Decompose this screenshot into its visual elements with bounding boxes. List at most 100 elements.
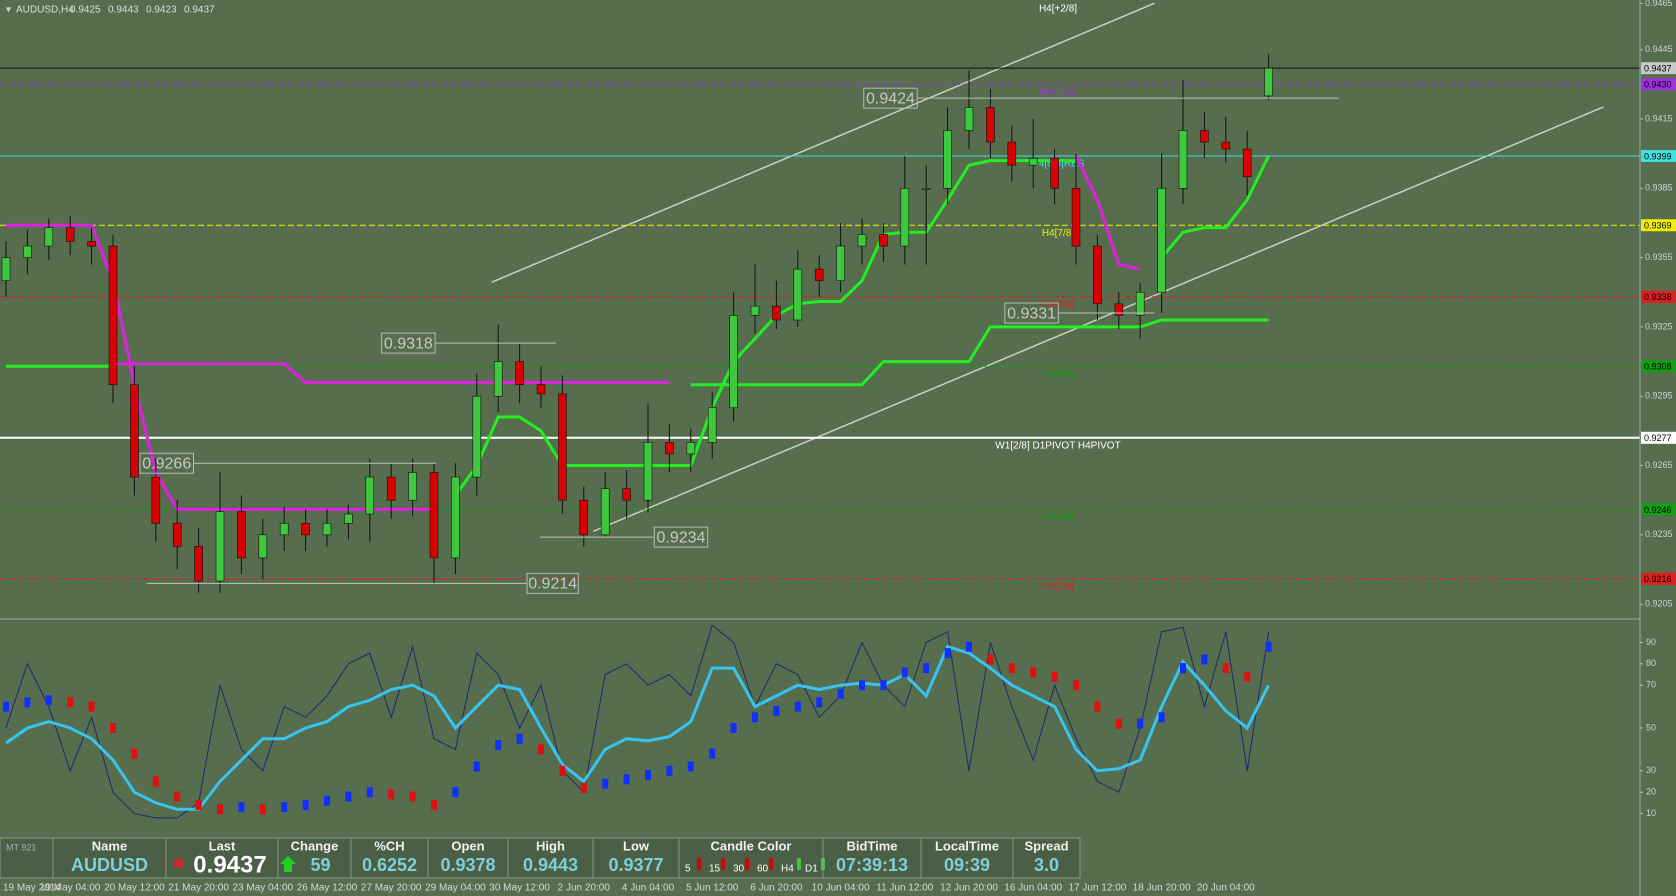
annotation-box bbox=[139, 452, 194, 474]
candle-body bbox=[1264, 67, 1273, 97]
osc-tick-label: 10 bbox=[1646, 808, 1656, 818]
candle-body bbox=[1242, 148, 1252, 178]
candle-tf: 5 bbox=[685, 864, 691, 875]
candle-body bbox=[1093, 245, 1102, 305]
osc-dot bbox=[473, 761, 480, 772]
table-value: 59 bbox=[310, 855, 330, 875]
osc-dot bbox=[730, 723, 737, 733]
osc-dot bbox=[538, 744, 544, 755]
osc-dot bbox=[110, 723, 116, 733]
price-box-label: 0.9437 bbox=[1644, 64, 1672, 74]
menu-icon[interactable]: ▼ bbox=[4, 4, 13, 14]
candle-body bbox=[365, 476, 375, 515]
candle-body bbox=[429, 472, 439, 559]
osc-dot bbox=[1115, 718, 1122, 729]
candle-body bbox=[1071, 187, 1081, 247]
price-box bbox=[1641, 572, 1676, 585]
osc-dot bbox=[3, 701, 9, 712]
annotation-box bbox=[863, 87, 918, 109]
candle-body bbox=[151, 476, 161, 524]
x-tick-label: 2 Jun 20:00 bbox=[558, 883, 611, 894]
annotation-label: 0.9266 bbox=[142, 455, 191, 472]
candle-body bbox=[622, 488, 631, 501]
annotation-box bbox=[526, 572, 579, 594]
channel-line bbox=[491, 2, 1155, 283]
header-price: 0.9443 bbox=[108, 5, 139, 16]
up-arrow bbox=[280, 856, 296, 872]
table-header: Open bbox=[451, 838, 484, 853]
osc-tick-label: 30 bbox=[1646, 765, 1656, 775]
x-tick-label: 10 Jun 04:00 bbox=[812, 883, 870, 894]
x-tick-label: 19 May 2014 bbox=[3, 883, 61, 894]
candle-body bbox=[44, 227, 54, 247]
price-box bbox=[1641, 290, 1676, 303]
candle-body bbox=[879, 234, 888, 247]
table-value: 07:39:13 bbox=[836, 855, 908, 875]
osc-dot bbox=[302, 800, 309, 811]
candle-body bbox=[1178, 130, 1188, 189]
tf-icon bbox=[697, 858, 701, 870]
table-value: 0.9377 bbox=[608, 855, 663, 875]
candle-body bbox=[707, 407, 717, 443]
osc-dot bbox=[1051, 671, 1058, 682]
table-value: 0.9378 bbox=[440, 855, 495, 875]
candle-body bbox=[108, 245, 118, 385]
price-box bbox=[1641, 219, 1676, 232]
osc-dot bbox=[987, 654, 994, 665]
candle-body bbox=[386, 476, 396, 501]
candle-body bbox=[986, 107, 995, 143]
candle-body bbox=[750, 305, 760, 316]
osc-dot bbox=[580, 782, 587, 793]
candle-body bbox=[493, 361, 503, 397]
osc-dot bbox=[1265, 641, 1272, 652]
candle-body bbox=[344, 513, 353, 524]
osc-dot bbox=[944, 648, 951, 659]
candle-body bbox=[237, 511, 246, 559]
candle-body bbox=[194, 546, 203, 582]
osc-dot bbox=[859, 680, 865, 691]
tf-icon bbox=[769, 858, 773, 870]
osc-dot bbox=[837, 688, 844, 699]
x-tick-label: 29 May 04:00 bbox=[425, 883, 486, 894]
osc-dot bbox=[687, 761, 694, 772]
osc-dot bbox=[559, 765, 566, 776]
x-tick-label: 21 May 20:00 bbox=[168, 883, 229, 894]
candle-body bbox=[814, 268, 824, 281]
candle-body bbox=[472, 395, 482, 478]
price-box-label: 0.9338 bbox=[1644, 292, 1672, 302]
candle-body bbox=[1157, 187, 1166, 293]
table-value: 0.9443 bbox=[523, 855, 578, 875]
annotation-box bbox=[653, 526, 709, 548]
osc-dot bbox=[131, 748, 138, 759]
y-tick-label: 0.9415 bbox=[1645, 113, 1673, 123]
osc-dot bbox=[666, 765, 673, 776]
x-tick-label: 16 Jun 04:00 bbox=[1004, 883, 1062, 894]
table-header: Name bbox=[92, 838, 127, 853]
y-tick-label: 0.9325 bbox=[1645, 321, 1673, 331]
price-box bbox=[1641, 149, 1676, 162]
table-header: LocalTime bbox=[935, 838, 999, 853]
annotation-label: 0.9424 bbox=[866, 90, 915, 107]
osc-dot bbox=[516, 733, 523, 744]
y-tick-label: 0.9385 bbox=[1645, 183, 1673, 193]
price-box-label: 0.9246 bbox=[1644, 505, 1672, 515]
candle-body bbox=[964, 107, 974, 131]
osc-dot bbox=[752, 712, 758, 723]
osc-line bbox=[5, 624, 1270, 819]
candle-body bbox=[1200, 130, 1209, 143]
indicator-line bbox=[690, 318, 1269, 387]
candle-body bbox=[579, 499, 589, 536]
level-label: H4[3/8] bbox=[1042, 512, 1074, 523]
candle-body bbox=[943, 130, 952, 189]
x-tick-label: 20 May 12:00 bbox=[104, 883, 165, 894]
candle-body bbox=[900, 187, 910, 247]
price-box bbox=[1641, 503, 1676, 516]
level-label: H4[7/8] bbox=[1042, 228, 1074, 239]
x-tick-label: 26 May 12:00 bbox=[297, 883, 358, 894]
candle-body bbox=[600, 488, 610, 536]
terminal-label: MT 921 bbox=[6, 842, 36, 852]
table-value: 0.6252 bbox=[362, 855, 417, 875]
table-cell bbox=[1012, 837, 1081, 879]
osc-tick-label: 50 bbox=[1646, 722, 1656, 732]
price-box bbox=[1641, 62, 1676, 75]
